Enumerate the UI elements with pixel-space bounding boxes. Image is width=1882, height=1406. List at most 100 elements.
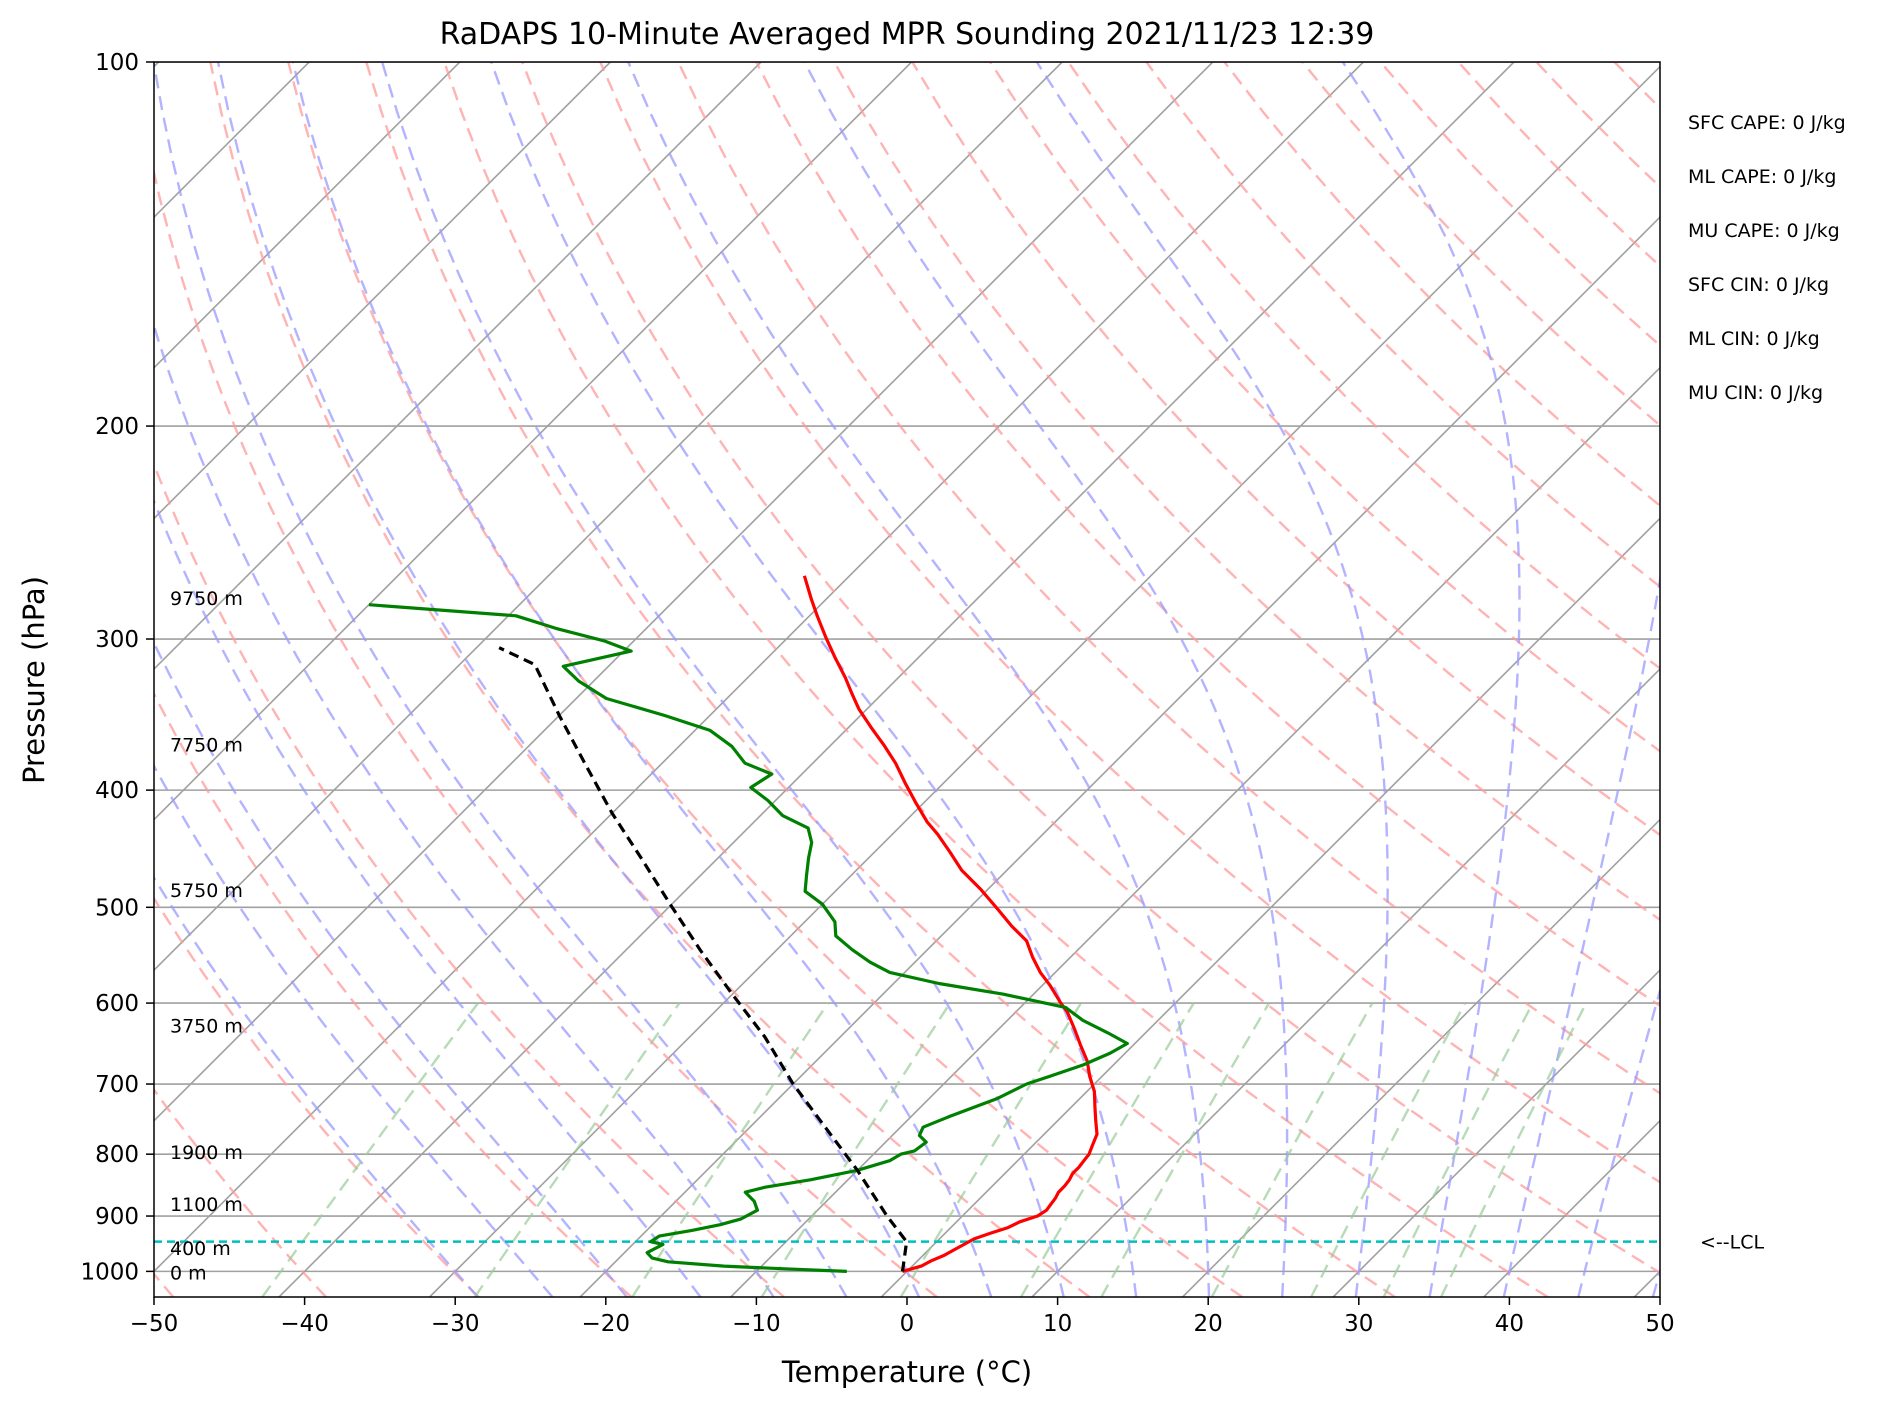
height-label: 5750 m — [170, 880, 243, 902]
mixing-ratio-line — [473, 1002, 681, 1297]
dry-adiabat-line — [209, 62, 1091, 1297]
moist-adiabat-line — [216, 62, 921, 1297]
plot-area — [154, 62, 1660, 1297]
mixing-ratio-line — [760, 1002, 952, 1297]
temperature-line — [802, 575, 1099, 1273]
x-tick-label: −20 — [582, 1311, 631, 1337]
moist-adiabat-line — [1341, 62, 1521, 1297]
y-tick-label: 1000 — [80, 1259, 139, 1285]
y-tick-label: 900 — [95, 1204, 139, 1230]
y-tick-label: 800 — [95, 1142, 139, 1168]
dry-adiabat-line — [443, 62, 1549, 1297]
chart-title: RaDAPS 10-Minute Averaged MPR Sounding 2… — [440, 17, 1375, 52]
dry-adiabat-line — [521, 62, 1660, 1275]
x-tick-label: −50 — [130, 1311, 179, 1337]
lcl-label: <--LCL — [1700, 1232, 1764, 1254]
isotherm-line — [1031, 667, 1660, 1297]
isotherm-line — [154, 62, 1364, 1273]
moist-adiabat-line — [803, 62, 1289, 1297]
x-tick-label: 50 — [1645, 1311, 1674, 1337]
dry-adiabat-line — [365, 62, 1396, 1297]
mixing-ratio-line — [261, 1002, 479, 1297]
y-tick-label: 200 — [95, 414, 139, 440]
dewpoint-line — [368, 603, 1129, 1273]
height-label: 7750 m — [170, 734, 243, 756]
height-label: 3750 m — [170, 1016, 243, 1038]
isotherm-line — [579, 216, 1660, 1297]
profile-lines — [368, 575, 1129, 1273]
y-tick-label: 500 — [95, 895, 139, 921]
isotherm-line — [154, 62, 762, 671]
dry-adiabat-line — [154, 167, 938, 1297]
x-tick-label: 30 — [1344, 1311, 1373, 1337]
isotherm-line — [154, 62, 913, 821]
y-axis-title: Pressure (hPa) — [17, 576, 51, 784]
stability-indices: SFC CAPE: 0 J/kg ML CAPE: 0 J/kg MU CAPE: … — [1688, 112, 1846, 404]
moist-adiabat-line — [154, 875, 479, 1297]
mixing-ratio-line — [1019, 1002, 1195, 1297]
x-tick-label: 0 — [900, 1311, 915, 1337]
isotherm-line — [154, 62, 1063, 972]
index-line: MU CIN: 0 J/kg — [1688, 382, 1823, 404]
y-tick-label: 600 — [95, 991, 139, 1017]
x-tick-label: 40 — [1495, 1311, 1524, 1337]
index-line: ML CIN: 0 J/kg — [1688, 328, 1820, 350]
x-tick-label: −40 — [280, 1311, 329, 1337]
dry-adiabat-line — [154, 1087, 327, 1297]
moist-adiabat-line — [154, 498, 702, 1297]
dry-adiabat-line — [989, 62, 1660, 753]
dry-adiabat-lines — [154, 62, 1660, 1297]
moist-adiabat-line — [154, 763, 554, 1297]
dry-adiabat-line — [911, 62, 1660, 837]
x-tick-label: −30 — [431, 1311, 480, 1337]
moist-adiabat-line — [627, 62, 1211, 1297]
height-label: 0 m — [170, 1262, 207, 1284]
mixing-ratio-line — [899, 1002, 1083, 1297]
index-line: SFC CAPE: 0 J/kg — [1688, 112, 1846, 134]
index-line: ML CAPE: 0 J/kg — [1688, 166, 1836, 188]
mixing-ratio-line — [1440, 1002, 1588, 1297]
moist-adiabat-lines — [154, 62, 1660, 1297]
index-line: SFC CIN: 0 J/kg — [1688, 274, 1829, 296]
index-line: MU CAPE: 0 J/kg — [1688, 220, 1840, 242]
moist-adiabat-line — [490, 62, 1138, 1297]
mixing-ratio-line — [1382, 1002, 1534, 1297]
y-tick-label: 100 — [95, 50, 139, 76]
moist-adiabat-line — [154, 321, 775, 1297]
dry-adiabat-line — [154, 461, 785, 1297]
y-axis-ticks: 100 200 300 400 500 600 700 800 900 1000 — [80, 50, 154, 1285]
x-axis-ticks: −50 −40 −30 −20 −10 0 10 20 30 40 50 — [130, 1297, 1675, 1337]
dry-adiabat-line — [599, 62, 1660, 1184]
y-tick-label: 300 — [95, 627, 139, 653]
mixing-ratio-line — [1310, 1002, 1467, 1297]
dry-adiabat-line — [755, 62, 1660, 1008]
isotherm-line — [1332, 969, 1660, 1297]
y-tick-label: 700 — [95, 1072, 139, 1098]
isotherm-line — [1182, 818, 1660, 1297]
moist-adiabat-line — [1502, 573, 1660, 1297]
dry-adiabat-line — [833, 62, 1660, 922]
x-axis-title: Temperature (°C) — [781, 1355, 1032, 1389]
isotherm-line — [154, 62, 1214, 1122]
height-label: 400 m — [170, 1238, 231, 1260]
mixing-ratio-line — [1100, 1002, 1271, 1297]
isotherm-line — [278, 62, 1515, 1297]
height-label: 1100 m — [170, 1194, 243, 1216]
isotherm-line — [880, 517, 1660, 1297]
dry-adiabat-line — [677, 62, 1660, 1095]
isotherm-line — [154, 62, 611, 520]
parcel-line — [498, 646, 909, 1272]
isotherm-line — [154, 62, 461, 369]
height-label: 1900 m — [170, 1142, 243, 1164]
pressure-grid — [154, 62, 1660, 1273]
y-tick-label: 400 — [95, 778, 139, 804]
x-tick-label: 20 — [1194, 1311, 1223, 1337]
moist-adiabat-line — [380, 62, 1065, 1297]
height-label: 9750 m — [170, 588, 243, 610]
moist-adiabat-line — [291, 62, 993, 1297]
mixing-ratio-line — [1210, 1002, 1374, 1297]
moist-adiabat-line — [154, 640, 628, 1297]
